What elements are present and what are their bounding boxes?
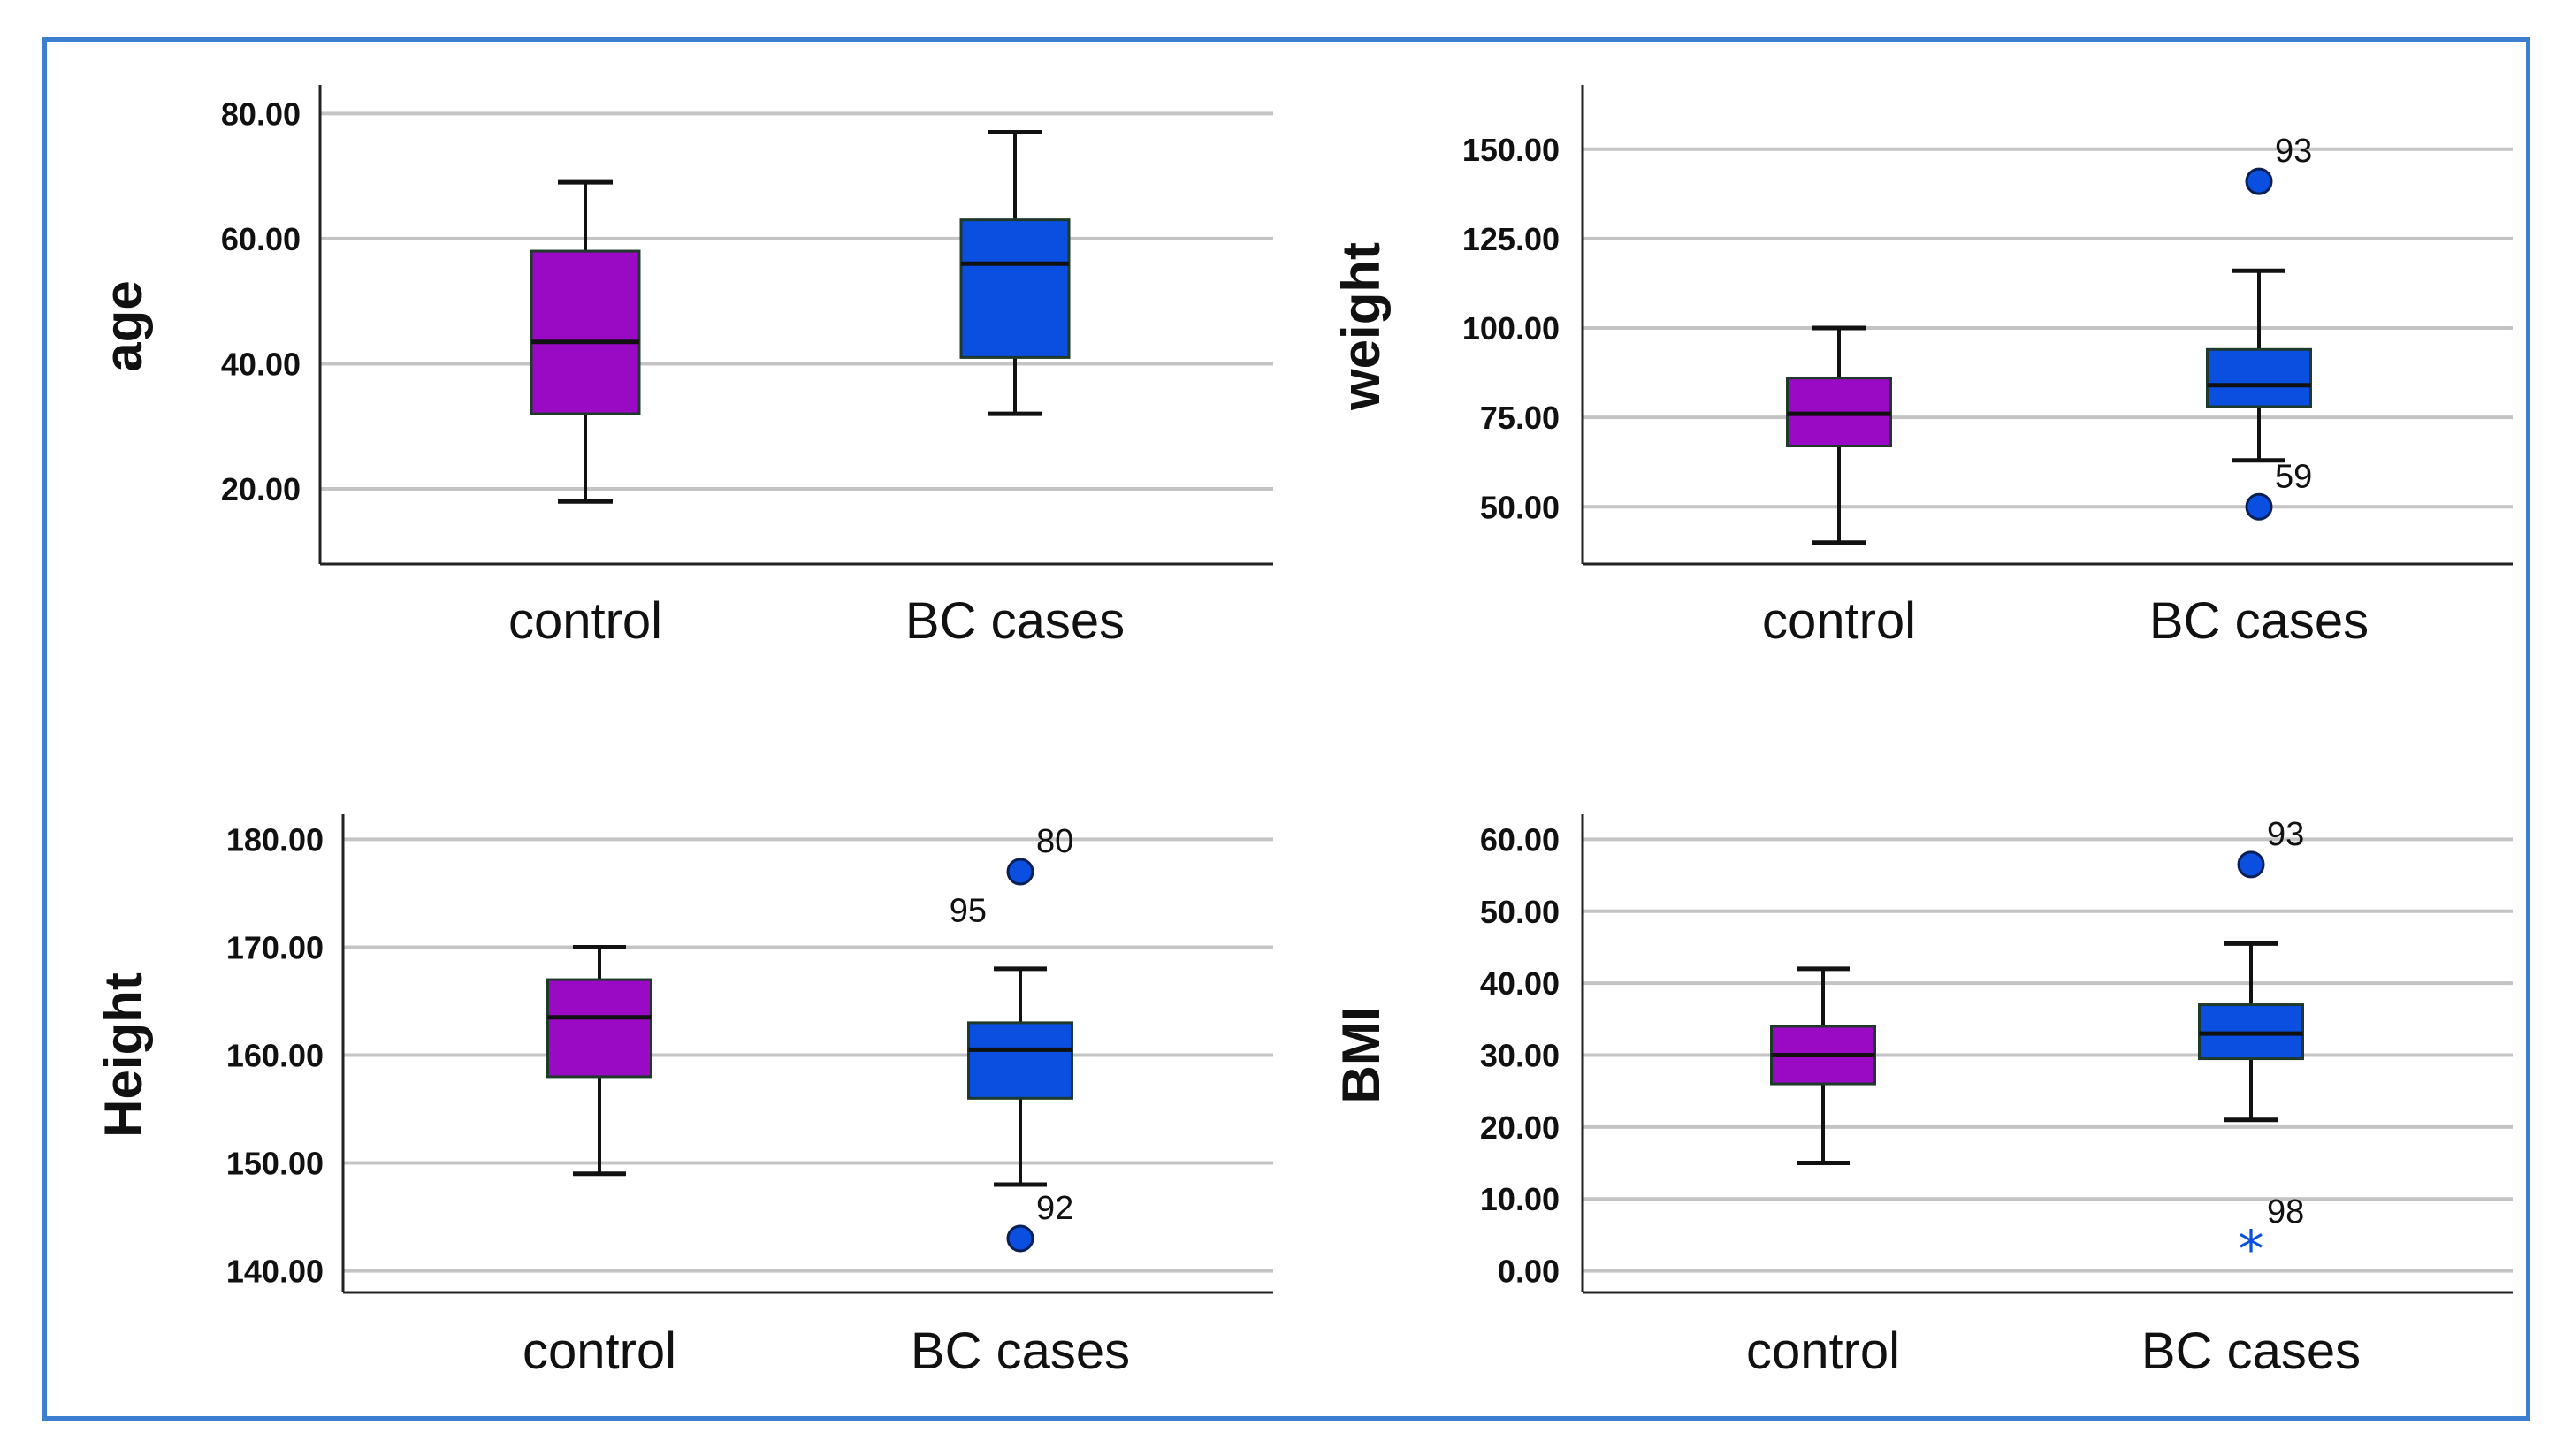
y-tick-label: 150.00: [226, 1146, 324, 1182]
x-category-label: control: [1762, 592, 1916, 650]
x-category-label: BC cases: [2149, 592, 2369, 650]
box-cases: [2206, 347, 2312, 408]
y-tick-label: 40.00: [1480, 965, 1560, 1002]
outlier-label: 59: [2275, 458, 2312, 495]
x-category-label: control: [1746, 1323, 1900, 1380]
y-tick-label: 170.00: [226, 929, 324, 965]
y-tick-label: 75.00: [1480, 400, 1560, 436]
outlier-point: [1006, 1224, 1034, 1253]
y-axis-label: weight: [1332, 242, 1391, 411]
y-axis-label: BMI: [1332, 1007, 1391, 1104]
y-tick-label: 20.00: [1480, 1109, 1560, 1146]
box-control: [546, 978, 652, 1079]
y-tick-label: 80.00: [221, 95, 301, 132]
panel-weight: 50.00 75.00 100.00 125.00 150.00 weight 93 59 co…: [1332, 85, 2513, 650]
outlier-label: 92: [1036, 1190, 1073, 1227]
x-category-label: control: [508, 592, 662, 650]
x-category-label: BC cases: [2141, 1323, 2361, 1380]
outlier-label: 98: [2267, 1193, 2304, 1231]
y-tick-label: 60.00: [221, 221, 301, 257]
y-tick-label: 160.00: [226, 1038, 324, 1074]
y-tick-label: 150.00: [1462, 132, 1560, 168]
outlier-label: 93: [2267, 816, 2304, 853]
y-tick-label: 50.00: [1480, 894, 1560, 930]
outlier-label: 93: [2275, 133, 2312, 170]
y-tick-label: 0.00: [1498, 1254, 1560, 1290]
panel-age: 20.00 40.00 60.00 80.00 age control BC cases: [94, 85, 1273, 650]
y-tick-label: 50.00: [1480, 489, 1560, 525]
outlier-point: [1006, 858, 1034, 886]
x-category-label: BC cases: [911, 1323, 1130, 1380]
x-category-label: BC cases: [905, 592, 1125, 650]
panel-height: 140.00 150.00 160.00 170.00 180.00 Height 80 92…: [94, 814, 1273, 1380]
y-tick-label: 125.00: [1462, 221, 1560, 257]
box-control: [530, 249, 641, 415]
box-cases: [967, 1021, 1073, 1100]
panel-bmi: 0.00 10.00 20.00 30.00 40.00 50.00 60.00 BMI 93 *…: [1332, 814, 2513, 1380]
y-tick-label: 100.00: [1462, 310, 1560, 347]
y-tick-label: 30.00: [1480, 1038, 1560, 1074]
y-tick-label: 60.00: [1480, 821, 1560, 858]
y-axis-label: age: [94, 280, 153, 371]
x-category-label: control: [523, 1323, 676, 1380]
outlier-point: [2245, 167, 2273, 195]
y-tick-label: 20.00: [221, 471, 301, 507]
figure-frame: [42, 37, 2530, 1421]
y-tick-label: 10.00: [1480, 1181, 1560, 1217]
box-cases: [959, 218, 1071, 359]
y-tick-label: 40.00: [221, 346, 301, 382]
outlier-point: [2245, 492, 2273, 521]
outlier-label: 95: [950, 893, 987, 930]
outlier-point: [2237, 850, 2265, 879]
outlier-label: 80: [1036, 823, 1073, 860]
y-axis-label: Height: [94, 972, 153, 1138]
y-tick-label: 180.00: [226, 821, 324, 858]
y-tick-label: 140.00: [226, 1254, 324, 1290]
outlier-star: *: [2239, 1219, 2264, 1279]
